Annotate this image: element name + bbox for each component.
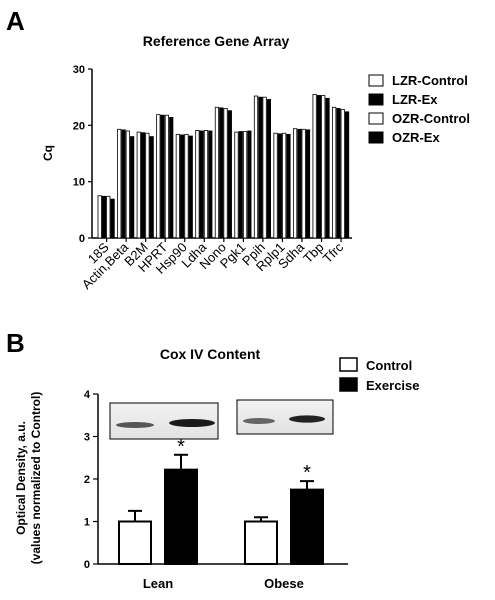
bar-lzr-control-pgk1: [234, 131, 239, 239]
western-blot-lean: [109, 402, 219, 440]
chart-a-ytick-label: 20: [73, 120, 85, 132]
bar-lzr-ex-tfrc: [336, 108, 341, 239]
bar-ozr-control-ldha: [203, 130, 209, 239]
bar-ozr-control-pgk1: [242, 131, 248, 239]
chart-b-ytick-label: 1: [84, 517, 90, 529]
significance-star-lean: *: [177, 436, 185, 458]
chart-a-xtick-label: Tfrc: [320, 239, 347, 266]
chart-a-ytick-label: 30: [73, 64, 85, 76]
bar-ozr-ex-ldha: [208, 130, 213, 239]
bar-lzr-control-nono: [214, 106, 220, 239]
legend-swatch-control: [339, 357, 358, 372]
bar-lzr-ex-nono: [219, 107, 224, 239]
bar-lzr-control-hprt: [156, 114, 161, 239]
bar-lzr-ex-hprt: [160, 114, 165, 239]
bar-lzr-control-rplp1: [273, 132, 278, 239]
bar-control-obese: [244, 520, 278, 565]
chart-b-ytick-label: 4: [84, 389, 91, 401]
chart-b-ytick-label: 2: [84, 474, 90, 486]
bar-ozr-ex-tbp: [325, 97, 330, 239]
bar-ozr-ex-18s: [110, 198, 115, 239]
legend-label-ozr-control: OZR-Control: [392, 111, 470, 126]
bar-lzr-ex-tbp: [316, 95, 322, 239]
bar-ozr-control-nono: [223, 108, 228, 239]
bar-lzr-control-actin-beta: [117, 128, 122, 239]
legend-swatch-exercise: [339, 377, 358, 392]
bar-ozr-ex-rplp1: [286, 133, 291, 239]
bar-lzr-ex-b2m: [140, 132, 146, 239]
bar-ozr-ex-hsp90: [188, 135, 193, 239]
chart-b-legend: Control Exercise: [339, 357, 420, 393]
bar-ozr-control-tbp: [321, 95, 326, 239]
bar-lzr-ex-actin-beta: [121, 129, 126, 239]
legend-label-lzr-ex: LZR-Ex: [392, 92, 438, 107]
legend-label-lzr-control: LZR-Control: [392, 73, 468, 88]
chart-b-ylabel-line-1: Optical Density, a.u.: [14, 421, 28, 535]
bar-lzr-ex-ldha: [199, 130, 204, 239]
bar-ozr-control-b2m: [145, 132, 150, 239]
chart-a-title: Reference Gene Array: [143, 33, 290, 49]
bar-ozr-ex-hprt: [169, 117, 174, 239]
legend-swatch-ozr-ex: [368, 131, 384, 144]
chart-b-ytick-label: 0: [84, 559, 90, 571]
bar-lzr-control-ldha: [195, 130, 200, 239]
bar-ozr-control-hprt: [164, 114, 170, 239]
chart-a-legend: LZR-Control LZR-Ex OZR-Control OZR-Ex: [368, 73, 470, 145]
chart-b-xtick-label-obese: Obese: [264, 576, 304, 591]
chart-b-ylabel: Optical Density, a.u. (values normalized…: [14, 392, 43, 565]
chart-b-ylabel-line-2: (values normalized to Control): [29, 392, 43, 565]
bar-ozr-control-rplp1: [282, 132, 287, 239]
panel-letter-a: A: [6, 6, 25, 36]
bar-ozr-ex-actin-beta: [130, 136, 135, 239]
bar-lzr-control-tbp: [312, 93, 317, 239]
chart-a-ytick-label: 0: [79, 233, 85, 245]
legend-swatch-ozr-control: [368, 112, 384, 125]
bar-ozr-ex-nono: [227, 110, 232, 239]
legend-label-control: Control: [366, 358, 412, 373]
bar-ozr-control-actin-beta: [125, 130, 130, 239]
bar-lzr-ex-ppih: [258, 96, 263, 239]
bar-ozr-control-sdha: [301, 128, 306, 239]
bar-lzr-control-tfrc: [332, 106, 337, 239]
panel-letter-b: B: [6, 328, 25, 358]
bar-lzr-control-b2m: [136, 131, 141, 239]
legend-swatch-lzr-control: [368, 74, 384, 87]
bar-exercise-obese: [290, 488, 324, 565]
bar-ozr-control-ppih: [262, 96, 267, 239]
bar-lzr-control-hsp90: [175, 133, 180, 239]
bar-ozr-ex-sdha: [305, 129, 311, 239]
bar-ozr-ex-tfrc: [344, 111, 350, 239]
bar-ozr-control-tfrc: [340, 109, 345, 239]
bar-lzr-ex-pgk1: [238, 131, 243, 239]
western-blot-obese: [236, 399, 334, 435]
chart-b-title: Cox IV Content: [160, 346, 261, 362]
legend-label-ozr-ex: OZR-Ex: [392, 130, 440, 145]
chart-b-plot: 0 1 2 3 4 * Lean * Obese: [84, 389, 348, 591]
bar-exercise-lean: [164, 468, 198, 565]
legend-swatch-lzr-ex: [368, 93, 384, 106]
chart-a-ytick-label: 10: [73, 177, 85, 189]
bar-control-lean: [118, 520, 152, 565]
chart-b-xtick-label-lean: Lean: [143, 576, 173, 591]
bar-ozr-control-18s: [106, 195, 111, 239]
bar-lzr-ex-18s: [101, 195, 107, 239]
chart-a-ylabel: Cq: [41, 145, 55, 161]
chart-a-plot: 010203018SActin,BetaB2MHPRTHsp90LdhaNono…: [73, 64, 352, 292]
bar-ozr-control-hsp90: [184, 133, 189, 239]
legend-label-exercise: Exercise: [366, 378, 420, 393]
significance-star-obese: *: [303, 462, 311, 484]
bar-ozr-ex-ppih: [266, 99, 272, 239]
bar-lzr-control-18s: [97, 195, 102, 239]
bar-lzr-ex-sdha: [297, 128, 302, 239]
bar-ozr-ex-b2m: [149, 136, 154, 239]
bar-lzr-control-ppih: [253, 95, 259, 239]
bar-ozr-ex-pgk1: [247, 130, 252, 239]
bar-lzr-ex-rplp1: [277, 133, 282, 239]
bar-lzr-control-sdha: [292, 128, 298, 239]
chart-b-ytick-label: 3: [84, 432, 90, 444]
bar-lzr-ex-hsp90: [180, 134, 185, 239]
